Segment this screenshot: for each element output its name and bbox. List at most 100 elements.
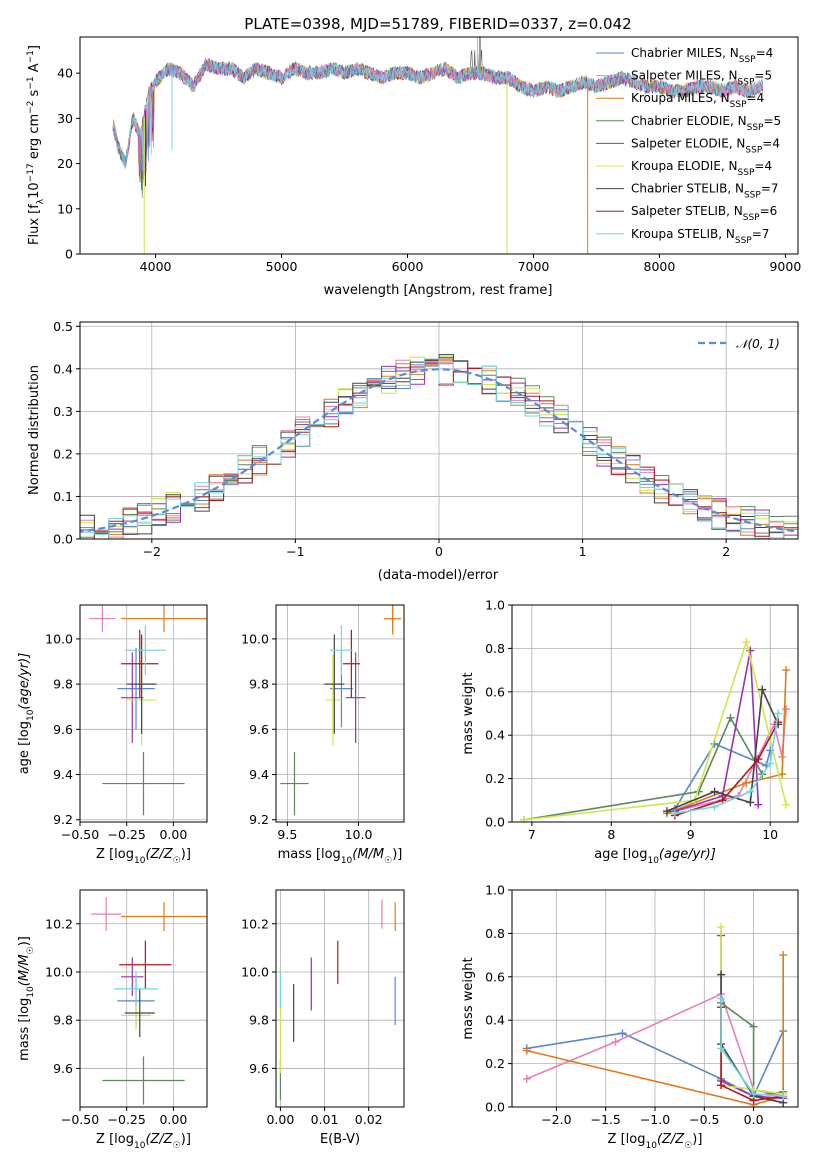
x-tick-label: 6000: [392, 259, 424, 274]
axes-frame: [79, 36, 799, 255]
mass-weight-marker: [774, 709, 783, 718]
x-tick-label: −0.5: [689, 1112, 719, 1127]
plot-area: [519, 637, 791, 822]
axes-frame: [79, 889, 208, 1108]
spectrum-line: [112, 60, 763, 183]
y-tick-label: 0.8: [485, 926, 505, 941]
x-tick-label: −2: [143, 544, 161, 559]
x-tick-label: 10: [762, 827, 778, 842]
y-tick-label: 40: [57, 66, 73, 81]
mass-weight-line: [674, 650, 760, 812]
plot-area: [279, 899, 396, 1100]
y-tick-label: 0.0: [485, 815, 505, 830]
mass-weight-marker: [779, 1092, 788, 1101]
mass-weight-marker: [782, 800, 791, 809]
y-tick-label: 9.8: [53, 1013, 73, 1028]
mass-weight-line: [720, 1002, 784, 1098]
mass-weight-marker: [754, 800, 763, 809]
x-axis-label: Z [log10(Z/Z☉)]: [608, 1132, 703, 1151]
y-tick-label: 20: [57, 156, 73, 171]
legend-entry: Kroupa ELODIE, NSSP=4: [631, 159, 772, 178]
x-tick-label: 0.0: [744, 1112, 764, 1127]
mass-weight-marker: [782, 666, 791, 675]
x-tick-label: 9000: [769, 259, 801, 274]
y-tick-label: 0.6: [485, 969, 505, 984]
y-tick-label: 10.0: [45, 964, 73, 979]
mass-weight-marker: [749, 1089, 758, 1098]
mass-weight-line: [523, 638, 787, 821]
mass-weight-marker: [662, 807, 671, 816]
mass-weight-marker: [742, 637, 751, 646]
mass-weight-line: [526, 955, 784, 1106]
x-tick-label: 8000: [644, 259, 676, 274]
mass-weight-marker: [754, 755, 763, 764]
plot-area: [91, 897, 207, 1105]
x-axis-label: age [log10(age/yr)]: [594, 847, 716, 866]
x-tick-label: 10.0: [345, 827, 373, 842]
mass-weight-marker: [717, 1044, 726, 1053]
x-axis-label: wavelength [Angstrom, rest frame]: [324, 283, 553, 298]
mass-weight-line: [523, 715, 763, 821]
y-tick-label: 9.6: [249, 722, 269, 737]
x-tick-label: −0.50: [61, 1112, 99, 1127]
y-tick-label: 0: [65, 247, 73, 262]
x-tick-label: −1.0: [640, 1112, 670, 1127]
y-tick-label: 1.0: [485, 598, 505, 613]
y-tick-label: 9.8: [53, 677, 73, 692]
normal-curve: [80, 368, 798, 533]
mass-weight-marker: [782, 705, 791, 714]
mass-weight-marker: [742, 778, 751, 787]
mass-weight-marker: [717, 922, 726, 931]
mass-weight-marker: [746, 798, 755, 807]
legend-entry: Salpeter STELIB, NSSP=6: [631, 204, 777, 223]
age-vs-Z-panel: −0.50 −0.25 0.00 9.2 9.4 9.6 9.8 10.0 Z [log10(Z…: [17, 604, 208, 866]
mass-weight-marker: [519, 815, 528, 822]
mass-weight-vs-age-panel: 7 8 9 10 0.0 0.2 0.4 0.6 0.8 1.0 age [log10(age/yr…: [461, 598, 799, 866]
x-axis-label: E(B-V): [320, 1132, 360, 1147]
y-tick-label: 0.5: [53, 319, 73, 334]
x-tick-label: 2: [722, 544, 730, 559]
legend-entry: Chabrier ELODIE, NSSP=5: [631, 114, 781, 133]
mass-weight-marker: [766, 759, 775, 768]
plot-area: [112, 37, 763, 254]
legend-entry: 𝒩(0, 1): [736, 337, 780, 351]
plot-area: [89, 605, 207, 816]
y-tick-label: 0.4: [485, 728, 505, 743]
y-tick-label: 30: [57, 111, 73, 126]
y-tick-label: 0.4: [53, 361, 73, 376]
y-tick-label: 9.4: [249, 767, 269, 782]
x-tick-label: 4000: [140, 259, 172, 274]
mass-weight-marker: [779, 951, 788, 960]
y-tick-label: 9.8: [249, 677, 269, 692]
mass-weight-line: [666, 670, 787, 815]
x-tick-label: −0.25: [108, 827, 146, 842]
y-tick-label: 0.4: [485, 1013, 505, 1028]
legend-entry: Chabrier STELIB, NSSP=7: [631, 182, 779, 201]
x-axis-label: Z [log10(Z/Z☉)]: [96, 847, 191, 866]
y-tick-label: 9.2: [53, 812, 73, 827]
y-tick-label: 0.0: [53, 532, 73, 547]
y-axis-label: mass weight: [461, 957, 476, 1039]
y-tick-label: 0.0: [485, 1100, 505, 1115]
x-axis-label: Z [log10(Z/Z☉)]: [96, 1132, 191, 1151]
legend-entry: Chabrier MILES, NSSP=4: [631, 46, 773, 65]
x-tick-label: 9: [687, 827, 695, 842]
y-tick-label: 0.8: [485, 641, 505, 656]
mass-weight-marker: [618, 1029, 627, 1038]
x-tick-label: 1: [579, 544, 587, 559]
y-tick-label: 10.0: [45, 631, 73, 646]
axes-frame: [275, 889, 405, 1108]
mass-weight-vs-Z-panel: −2.0 −1.5 −1.0 −0.5 0.0 0.0 0.2 0.4 0.6 0.8 1.0 Z […: [461, 883, 799, 1151]
plot-area: [280, 605, 402, 816]
x-tick-label: −1.5: [591, 1112, 621, 1127]
mass-weight-marker: [522, 1074, 531, 1083]
x-tick-label: 5000: [266, 259, 298, 274]
axes-frame: [79, 321, 799, 540]
legend-entry: Salpeter MILES, NSSP=5: [631, 69, 772, 88]
y-tick-label: 1.0: [485, 883, 505, 898]
y-tick-label: 9.6: [249, 1061, 269, 1076]
legend-entry: Kroupa MILES, NSSP=4: [631, 91, 764, 110]
x-tick-label: 0.02: [355, 1112, 383, 1127]
mass-weight-marker: [726, 713, 735, 722]
y-tick-label: 9.6: [53, 1061, 73, 1076]
